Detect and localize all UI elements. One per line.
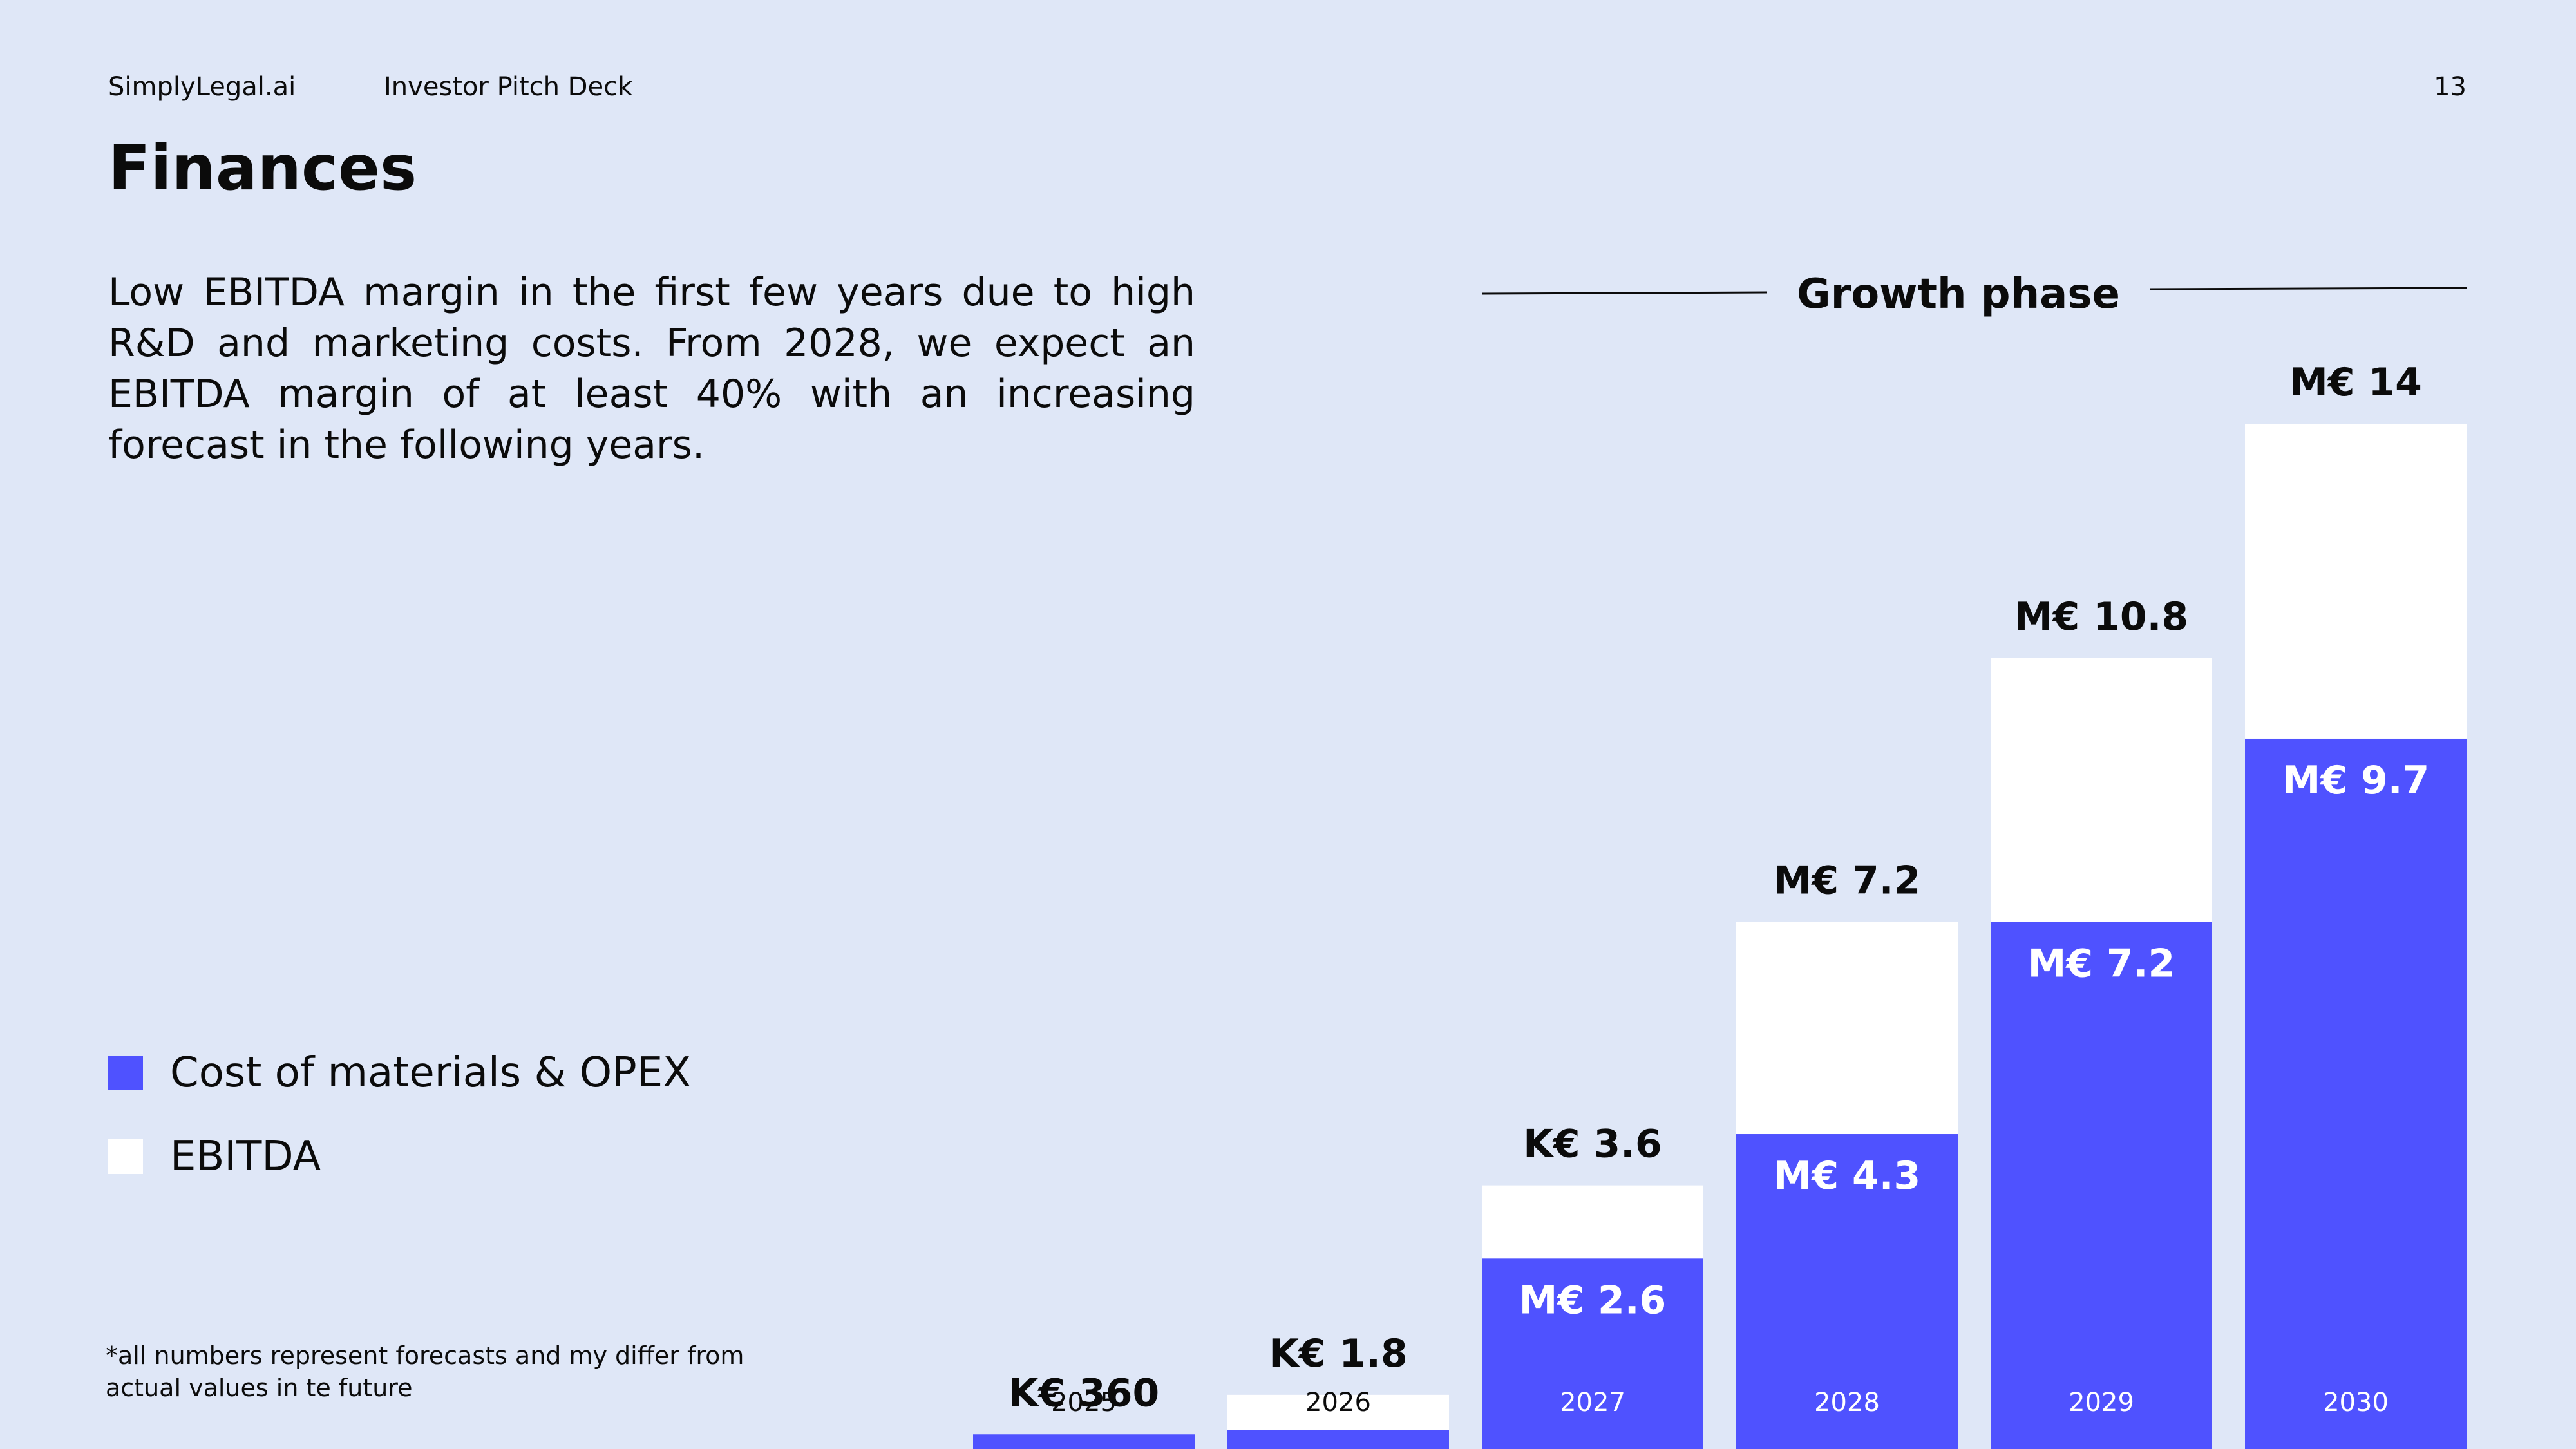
cost-label-2028: M€ 4.3 xyxy=(1774,1153,1921,1198)
bar-ebitda-2028 xyxy=(1736,922,1958,1135)
total-label-2030: M€ 14 xyxy=(2289,360,2422,405)
bar-cost-2026 xyxy=(1227,1430,1449,1449)
legend-item-ebitda: EBITDA xyxy=(108,1133,691,1180)
year-label-2026: 2026 xyxy=(1305,1388,1371,1417)
chart-legend: Cost of materials & OPEX EBITDA xyxy=(108,1049,691,1218)
bar-ebitda-2026 xyxy=(1227,1394,1449,1430)
year-label-2029: 2029 xyxy=(2069,1388,2134,1417)
total-label-2025: K€ 360 xyxy=(1009,1370,1159,1416)
legend-item-cost: Cost of materials & OPEX xyxy=(108,1049,691,1097)
growth-phase-line-left xyxy=(1482,291,1768,295)
year-label-2028: 2028 xyxy=(1814,1388,1880,1417)
total-label-2028: M€ 7.2 xyxy=(1774,858,1921,903)
year-label-2030: 2030 xyxy=(2323,1388,2389,1417)
bar-ebitda-2029 xyxy=(1991,658,2212,922)
year-label-2025: 2025 xyxy=(1051,1388,1117,1417)
growth-phase-label: Growth phase xyxy=(1797,270,2120,318)
legend-swatch-ebitda xyxy=(108,1139,143,1174)
cost-label-2030: M€ 9.7 xyxy=(2282,758,2430,803)
year-label-2027: 2027 xyxy=(1560,1388,1625,1417)
legend-swatch-cost xyxy=(108,1056,143,1090)
legend-label-ebitda: EBITDA xyxy=(170,1133,321,1180)
total-label-2027: K€ 3.6 xyxy=(1523,1122,1662,1167)
bar-cost-2030 xyxy=(2245,738,2467,1449)
cost-label-2027: M€ 2.6 xyxy=(1519,1278,1667,1323)
bar-cost-2027 xyxy=(1482,1258,1703,1449)
growth-phase-line-right xyxy=(2149,287,2467,290)
bar-ebitda-2027 xyxy=(1482,1185,1703,1259)
brand-name: SimplyLegal.ai xyxy=(108,72,296,102)
bar-cost-2025 xyxy=(973,1434,1195,1449)
total-label-2026: K€ 1.8 xyxy=(1269,1331,1407,1376)
bar-ebitda-2030 xyxy=(2245,424,2467,739)
bar-cost-2028 xyxy=(1736,1134,1958,1449)
description-text: Low EBITDA margin in the first few years… xyxy=(108,270,1195,468)
deck-name: Investor Pitch Deck xyxy=(384,72,633,102)
bar-cost-2029 xyxy=(1991,922,2212,1449)
page-title: Finances xyxy=(108,132,417,204)
page-number: 13 xyxy=(2434,72,2467,102)
total-label-2029: M€ 10.8 xyxy=(2014,594,2188,639)
footnote: *all numbers represent forecasts and my … xyxy=(106,1341,744,1402)
legend-label-cost: Cost of materials & OPEX xyxy=(170,1049,691,1097)
cost-label-2029: M€ 7.2 xyxy=(2028,941,2175,986)
